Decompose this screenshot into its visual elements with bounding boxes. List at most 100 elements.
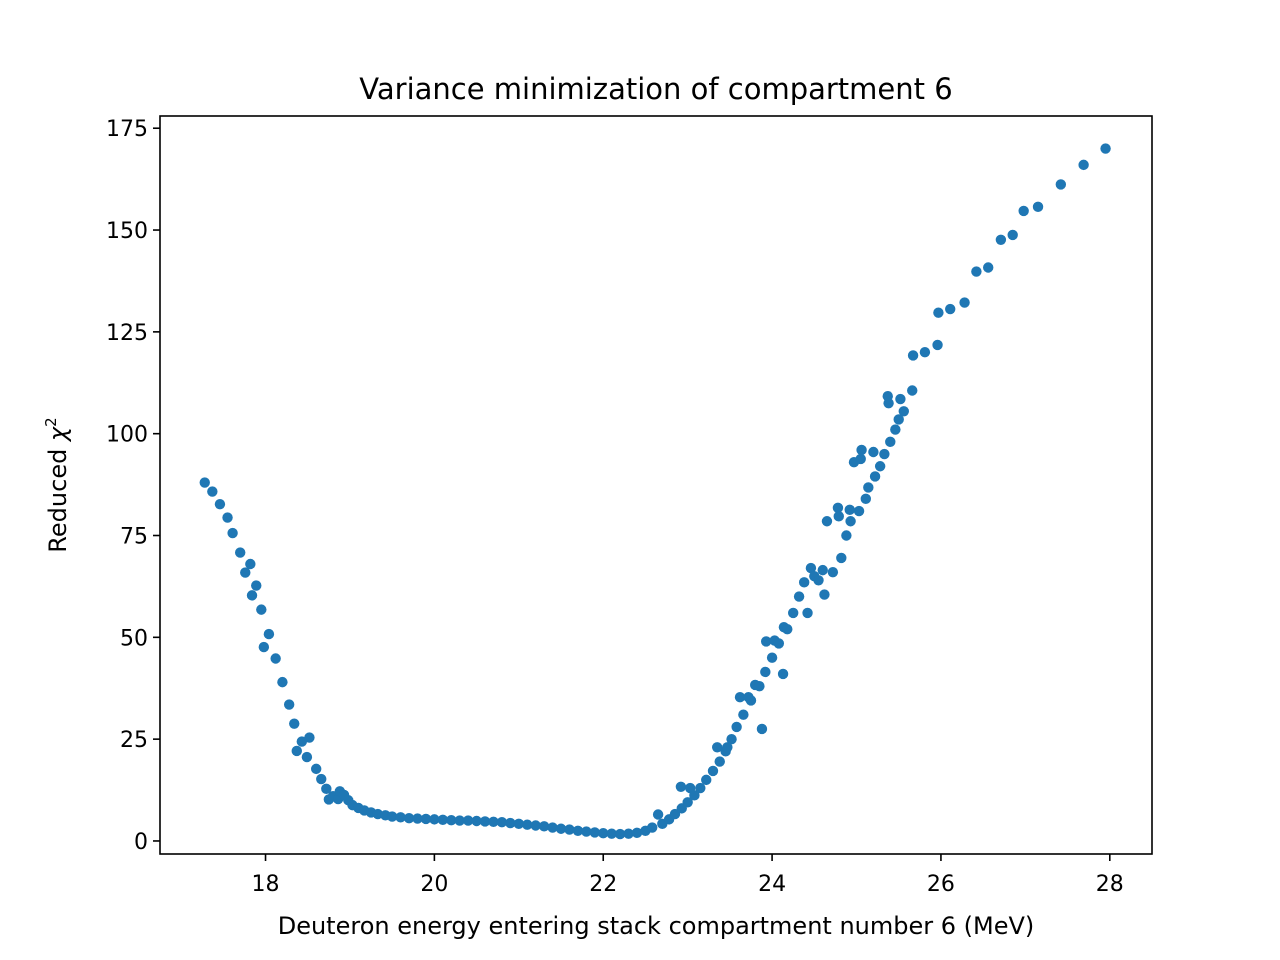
data-point [714, 756, 725, 767]
data-point [932, 339, 943, 351]
data-point [652, 809, 664, 820]
data-point [885, 436, 896, 448]
data-point [304, 732, 315, 743]
data-points [199, 143, 1111, 840]
data-point [817, 564, 828, 576]
data-point [1018, 205, 1029, 217]
data-point [695, 782, 706, 794]
data-point [959, 297, 970, 308]
data-point [547, 822, 558, 833]
data-point [682, 797, 693, 808]
data-point [462, 815, 474, 826]
data-point [471, 815, 482, 827]
data-point [581, 826, 592, 837]
data-point [251, 580, 262, 591]
data-point [479, 816, 491, 827]
data-point [277, 676, 288, 688]
data-point [403, 812, 415, 824]
data-point [841, 530, 852, 541]
data-point [787, 607, 799, 619]
y-tick-label: 0 [134, 830, 148, 855]
y-tick-label: 150 [106, 219, 148, 244]
data-point [879, 448, 890, 460]
data-point [589, 827, 600, 838]
y-axis-label-chi: χ [44, 426, 72, 443]
data-point [833, 511, 844, 522]
data-point [1078, 159, 1089, 171]
data-point [722, 742, 733, 753]
data-point [214, 498, 226, 510]
data-point [883, 397, 894, 409]
y-axis-ticks: 0 25 50 75 100 125 150 175 [106, 117, 160, 855]
data-point [258, 641, 270, 653]
data-point [256, 604, 267, 615]
y-axis-label: Reduced χ2 [42, 417, 72, 552]
data-point [522, 819, 533, 830]
data-point [386, 811, 398, 822]
data-point [647, 822, 658, 833]
data-point [856, 444, 867, 456]
y-axis-label-text: Reduced [44, 441, 72, 553]
data-point [246, 590, 258, 601]
data-point [860, 493, 871, 505]
data-point [756, 723, 768, 735]
data-point [766, 652, 778, 663]
data-point [821, 516, 833, 527]
data-point [631, 827, 643, 839]
data-point [844, 504, 855, 516]
x-axis-ticks: 18 20 22 24 26 28 [252, 854, 1124, 897]
data-point [446, 815, 457, 826]
data-point [606, 828, 617, 839]
data-point [827, 566, 839, 578]
data-point [675, 781, 687, 792]
data-point [995, 234, 1007, 246]
data-point [760, 636, 772, 647]
data-point [199, 477, 210, 488]
data-point [869, 471, 881, 482]
data-point [731, 721, 742, 733]
data-point [805, 562, 817, 574]
x-axis-label: Deuteron energy entering stack compartme… [278, 912, 1035, 940]
data-point [832, 502, 844, 514]
x-tick-label: 28 [1096, 872, 1124, 897]
data-point [782, 623, 793, 635]
data-point [983, 262, 994, 273]
data-point [890, 424, 901, 435]
data-point [793, 591, 805, 602]
data-point [505, 817, 516, 829]
data-point [836, 552, 847, 564]
y-tick-label: 25 [120, 728, 148, 753]
data-point [760, 666, 771, 678]
data-point [245, 558, 256, 570]
data-point [321, 783, 332, 795]
data-point [707, 765, 719, 777]
data-point [301, 751, 313, 763]
data-point [1007, 229, 1018, 241]
data-point [689, 790, 700, 801]
data-point [429, 814, 440, 825]
data-point [488, 816, 499, 828]
y-tick-label: 50 [120, 626, 148, 651]
chart-title: Variance minimization of compartment 6 [359, 72, 952, 106]
data-point [845, 516, 856, 527]
data-point [907, 385, 918, 396]
data-point [227, 527, 238, 539]
data-point [893, 414, 904, 425]
data-point [572, 825, 584, 836]
data-point [701, 774, 712, 786]
data-point [754, 681, 765, 692]
data-point [933, 307, 944, 318]
data-point [555, 823, 567, 834]
y-tick-label: 175 [106, 117, 148, 142]
data-point [235, 547, 246, 558]
data-point [798, 577, 810, 588]
data-point [437, 814, 449, 825]
data-point [412, 813, 423, 824]
data-point [868, 446, 879, 458]
data-point [874, 461, 886, 472]
data-point [773, 638, 785, 649]
data-point [564, 824, 575, 835]
data-point [310, 763, 322, 775]
data-point [420, 813, 432, 825]
data-point [496, 817, 508, 828]
